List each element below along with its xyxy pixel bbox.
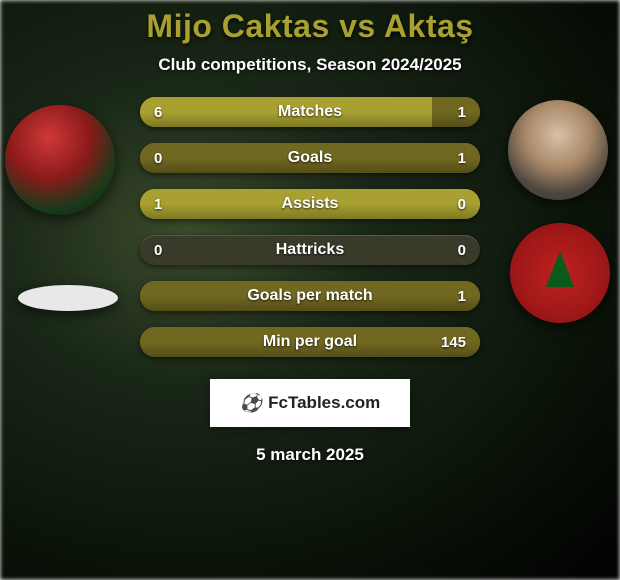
stat-row: Assists1 0 bbox=[140, 189, 480, 219]
stat-label: Goals per match bbox=[140, 281, 480, 311]
stat-value-left: 0 bbox=[140, 143, 176, 173]
comparison-card: Mijo Caktas vs Aktaş Club competitions, … bbox=[0, 0, 620, 580]
badge-icon: ⚽ bbox=[240, 393, 262, 414]
card-date: 5 march 2025 bbox=[0, 445, 620, 465]
card-subtitle: Club competitions, Season 2024/2025 bbox=[0, 55, 620, 75]
stat-value-right: 1 bbox=[444, 143, 480, 173]
stat-value-left: 6 bbox=[140, 97, 176, 127]
stat-label: Hattricks bbox=[140, 235, 480, 265]
stat-value-left: 0 bbox=[140, 235, 176, 265]
stat-label: Goals bbox=[140, 143, 480, 173]
stat-value-right: 1 bbox=[444, 97, 480, 127]
badge-text: FcTables.com bbox=[268, 393, 380, 413]
stat-row: Goals per match1 bbox=[140, 281, 480, 311]
tree-icon bbox=[546, 251, 574, 287]
card-title: Mijo Caktas vs Aktaş bbox=[0, 8, 620, 45]
stat-row: Hattricks0 0 bbox=[140, 235, 480, 265]
source-badge: ⚽ FcTables.com bbox=[210, 379, 410, 427]
stat-row: Min per goal145 bbox=[140, 327, 480, 357]
club-left-logo bbox=[18, 285, 118, 311]
stat-value-right: 145 bbox=[427, 327, 480, 357]
stat-value-left bbox=[140, 281, 168, 311]
stat-value-left bbox=[140, 327, 168, 357]
stat-label: Assists bbox=[140, 189, 480, 219]
club-right-logo bbox=[510, 223, 610, 323]
stat-row: Goals0 1 bbox=[140, 143, 480, 173]
stat-bars: Matches61Goals01Assists10Hattricks00Goal… bbox=[140, 97, 480, 373]
stat-value-left: 1 bbox=[140, 189, 176, 219]
stat-value-right: 0 bbox=[444, 235, 480, 265]
stat-value-right: 0 bbox=[444, 189, 480, 219]
player-left-avatar bbox=[5, 105, 115, 215]
player-right-avatar bbox=[508, 100, 608, 200]
chart-area: Matches61Goals01Assists10Hattricks00Goal… bbox=[0, 105, 620, 375]
stat-label: Matches bbox=[140, 97, 480, 127]
stat-row: Matches6 1 bbox=[140, 97, 480, 127]
stat-value-right: 1 bbox=[444, 281, 480, 311]
